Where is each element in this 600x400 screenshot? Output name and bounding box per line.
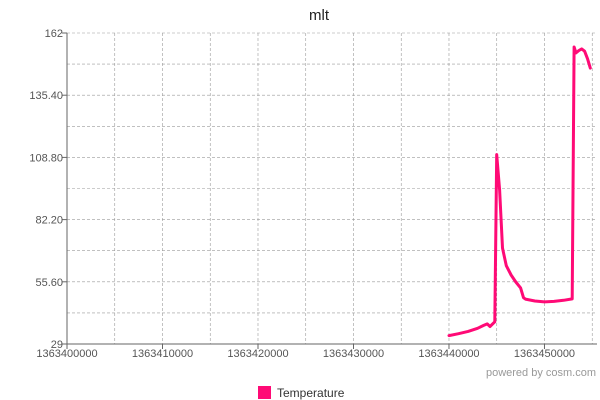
x-tick-label: 1363400000 xyxy=(36,348,97,360)
y-tick-label: 108.80 xyxy=(29,152,63,164)
y-tick-label: 82.20 xyxy=(35,215,63,227)
chart-title: mlt xyxy=(309,7,330,24)
credit-text: powered by cosm.com xyxy=(486,367,596,379)
legend[interactable]: Temperature xyxy=(258,386,345,400)
series-layer xyxy=(447,45,592,338)
axes xyxy=(66,33,597,345)
y-axis-ticks: 29 55.60 82.20 108.80 135.40 162 xyxy=(29,28,67,351)
y-tick-label: 55.60 xyxy=(35,277,63,289)
x-tick-label: 1363440000 xyxy=(418,348,479,360)
series-line-temperature xyxy=(447,45,592,338)
legend-swatch xyxy=(258,386,271,399)
y-tick-label: 162 xyxy=(45,28,63,40)
grid-lines xyxy=(67,32,597,345)
x-tick-label: 1363430000 xyxy=(323,348,384,360)
x-tick-label: 1363450000 xyxy=(514,348,575,360)
x-tick-label: 1363410000 xyxy=(132,348,193,360)
legend-label: Temperature xyxy=(277,386,345,400)
y-tick-label: 29 xyxy=(51,339,63,351)
x-axis-ticks: 1363400000 1363410000 1363420000 1363430000… xyxy=(36,344,575,360)
y-tick-label: 135.40 xyxy=(29,90,63,102)
x-tick-label: 1363420000 xyxy=(227,348,288,360)
